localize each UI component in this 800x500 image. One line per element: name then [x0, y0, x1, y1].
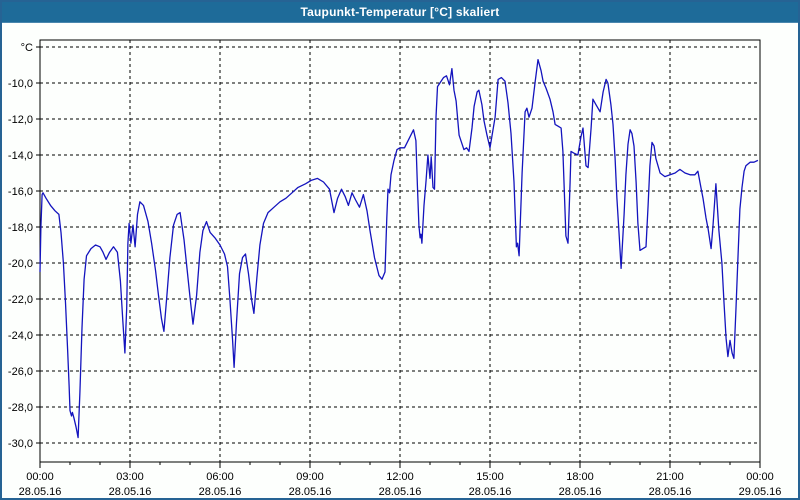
y-axis-labels: °C -10,0 -12,0 -14,0 -16,0 -18,0 -20,0 -22,0 -24…: [8, 42, 33, 450]
x-axis-labels: 00:00 28.05.16 03:00 28.05.16 06:00 28.05.16 0…: [19, 471, 782, 498]
y-tick-label: -10,0: [8, 78, 33, 90]
y-tick-label: -14,0: [8, 150, 33, 162]
x-tick-date: 28.05.16: [559, 486, 602, 498]
y-tick-label: -24,0: [8, 330, 33, 342]
y-tick-label: -28,0: [8, 402, 33, 414]
x-tick-date: 28.05.16: [199, 486, 242, 498]
x-tick-date: 29.05.16: [739, 486, 782, 498]
x-gridlines: [129, 40, 671, 462]
y-tick-label: -16,0: [8, 186, 33, 198]
x-tick-marks: [39, 462, 761, 468]
y-tick-label: -30,0: [8, 438, 33, 450]
series-line: [39, 58, 759, 439]
chart-canvas: °C -10,0 -12,0 -14,0 -16,0 -18,0 -20,0 -22,0 -24…: [8, 39, 782, 498]
x-tick-date: 28.05.16: [379, 486, 422, 498]
x-tick-date: 28.05.16: [289, 486, 332, 498]
window-title-bar: Taupunkt-Temperatur [°C] skaliert: [2, 2, 798, 23]
x-tick-time: 00:00: [746, 471, 774, 483]
x-tick-time: 15:00: [476, 471, 504, 483]
x-tick-time: 18:00: [566, 471, 594, 483]
y-tick-label: -26,0: [8, 366, 33, 378]
chart-area: °C -10,0 -12,0 -14,0 -16,0 -18,0 -20,0 -22,0 -24…: [2, 23, 798, 498]
x-tick-time: 00:00: [26, 471, 54, 483]
window-title: Taupunkt-Temperatur [°C] skaliert: [300, 5, 500, 19]
y-tick-marks: [36, 46, 40, 444]
x-tick-date: 28.05.16: [109, 486, 152, 498]
x-tick-date: 28.05.16: [19, 486, 62, 498]
y-axis-unit-label: °C: [21, 42, 33, 54]
x-tick-time: 12:00: [386, 471, 414, 483]
x-tick-time: 06:00: [206, 471, 234, 483]
x-tick-date: 28.05.16: [649, 486, 692, 498]
y-tick-label: -12,0: [8, 114, 33, 126]
y-tick-label: -20,0: [8, 258, 33, 270]
x-tick-time: 21:00: [656, 471, 684, 483]
x-tick-time: 09:00: [296, 471, 324, 483]
y-tick-label: -18,0: [8, 222, 33, 234]
y-tick-label: -22,0: [8, 294, 33, 306]
x-tick-date: 28.05.16: [469, 486, 512, 498]
x-tick-time: 03:00: [116, 471, 144, 483]
